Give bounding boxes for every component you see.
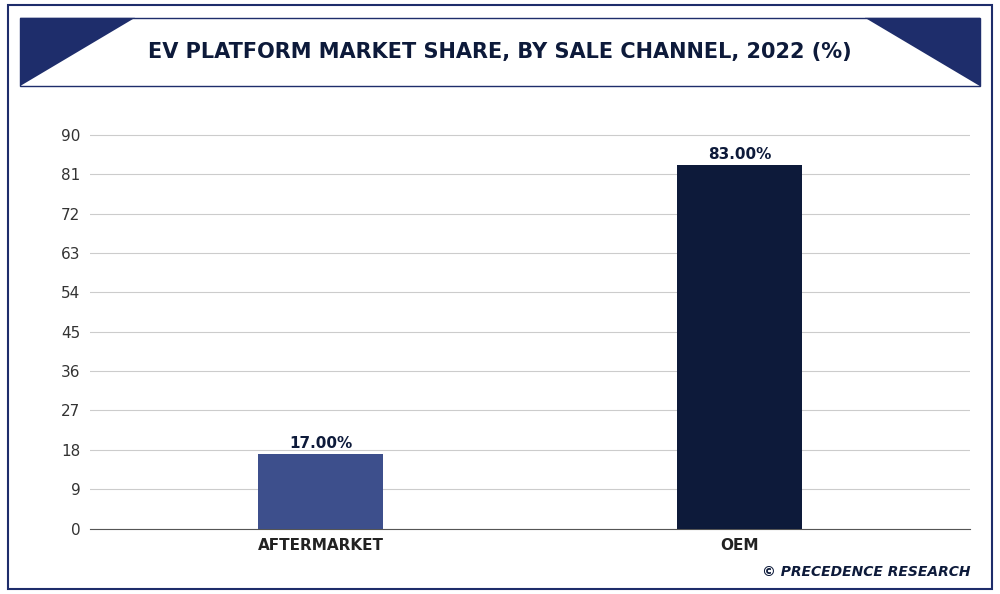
Text: 17.00%: 17.00% [289,436,352,451]
Text: 83.00%: 83.00% [708,147,771,162]
Bar [258,454,383,529]
Text: EV PLATFORM MARKET SHARE, BY SALE CHANNEL, 2022 (%): EV PLATFORM MARKET SHARE, BY SALE CHANNE… [148,42,852,62]
Text: © PRECEDENCE RESEARCH: © PRECEDENCE RESEARCH [762,565,970,579]
Bar [677,165,802,529]
